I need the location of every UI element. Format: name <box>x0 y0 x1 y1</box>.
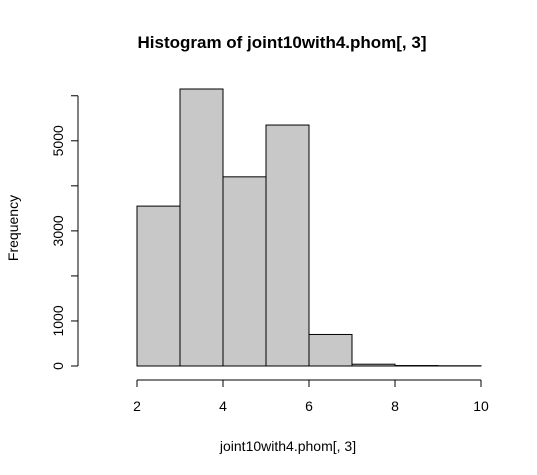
y-tick-label: 3000 <box>50 215 66 246</box>
x-tick-label: 6 <box>305 398 313 414</box>
bars-layer <box>136 88 482 367</box>
y-tick-label: 1000 <box>50 305 66 336</box>
x-tick-label: 4 <box>219 398 227 414</box>
x-axis: 2 4 6 8 10 <box>133 379 489 414</box>
histogram-bar-5 <box>308 333 353 367</box>
x-axis-label: joint10with4.phom[, 3] <box>219 438 356 454</box>
x-tick-label: 10 <box>473 398 489 414</box>
y-axis: 0 1000 3000 5000 <box>50 95 79 370</box>
x-tick-label: 8 <box>391 398 399 414</box>
y-tick-label: 0 <box>50 362 66 370</box>
histogram-bar-3 <box>222 176 267 367</box>
histogram-bar-6 <box>351 363 396 367</box>
histogram-bar-2 <box>179 88 224 367</box>
y-tick-label: 5000 <box>50 125 66 156</box>
histogram-bar-1 <box>136 205 181 367</box>
y-axis-label: Frequency <box>5 195 21 261</box>
x-tick-label: 2 <box>133 398 141 414</box>
histogram-bar-4 <box>265 124 310 367</box>
chart-title: Histogram of joint10with4.phom[, 3] <box>137 33 426 52</box>
